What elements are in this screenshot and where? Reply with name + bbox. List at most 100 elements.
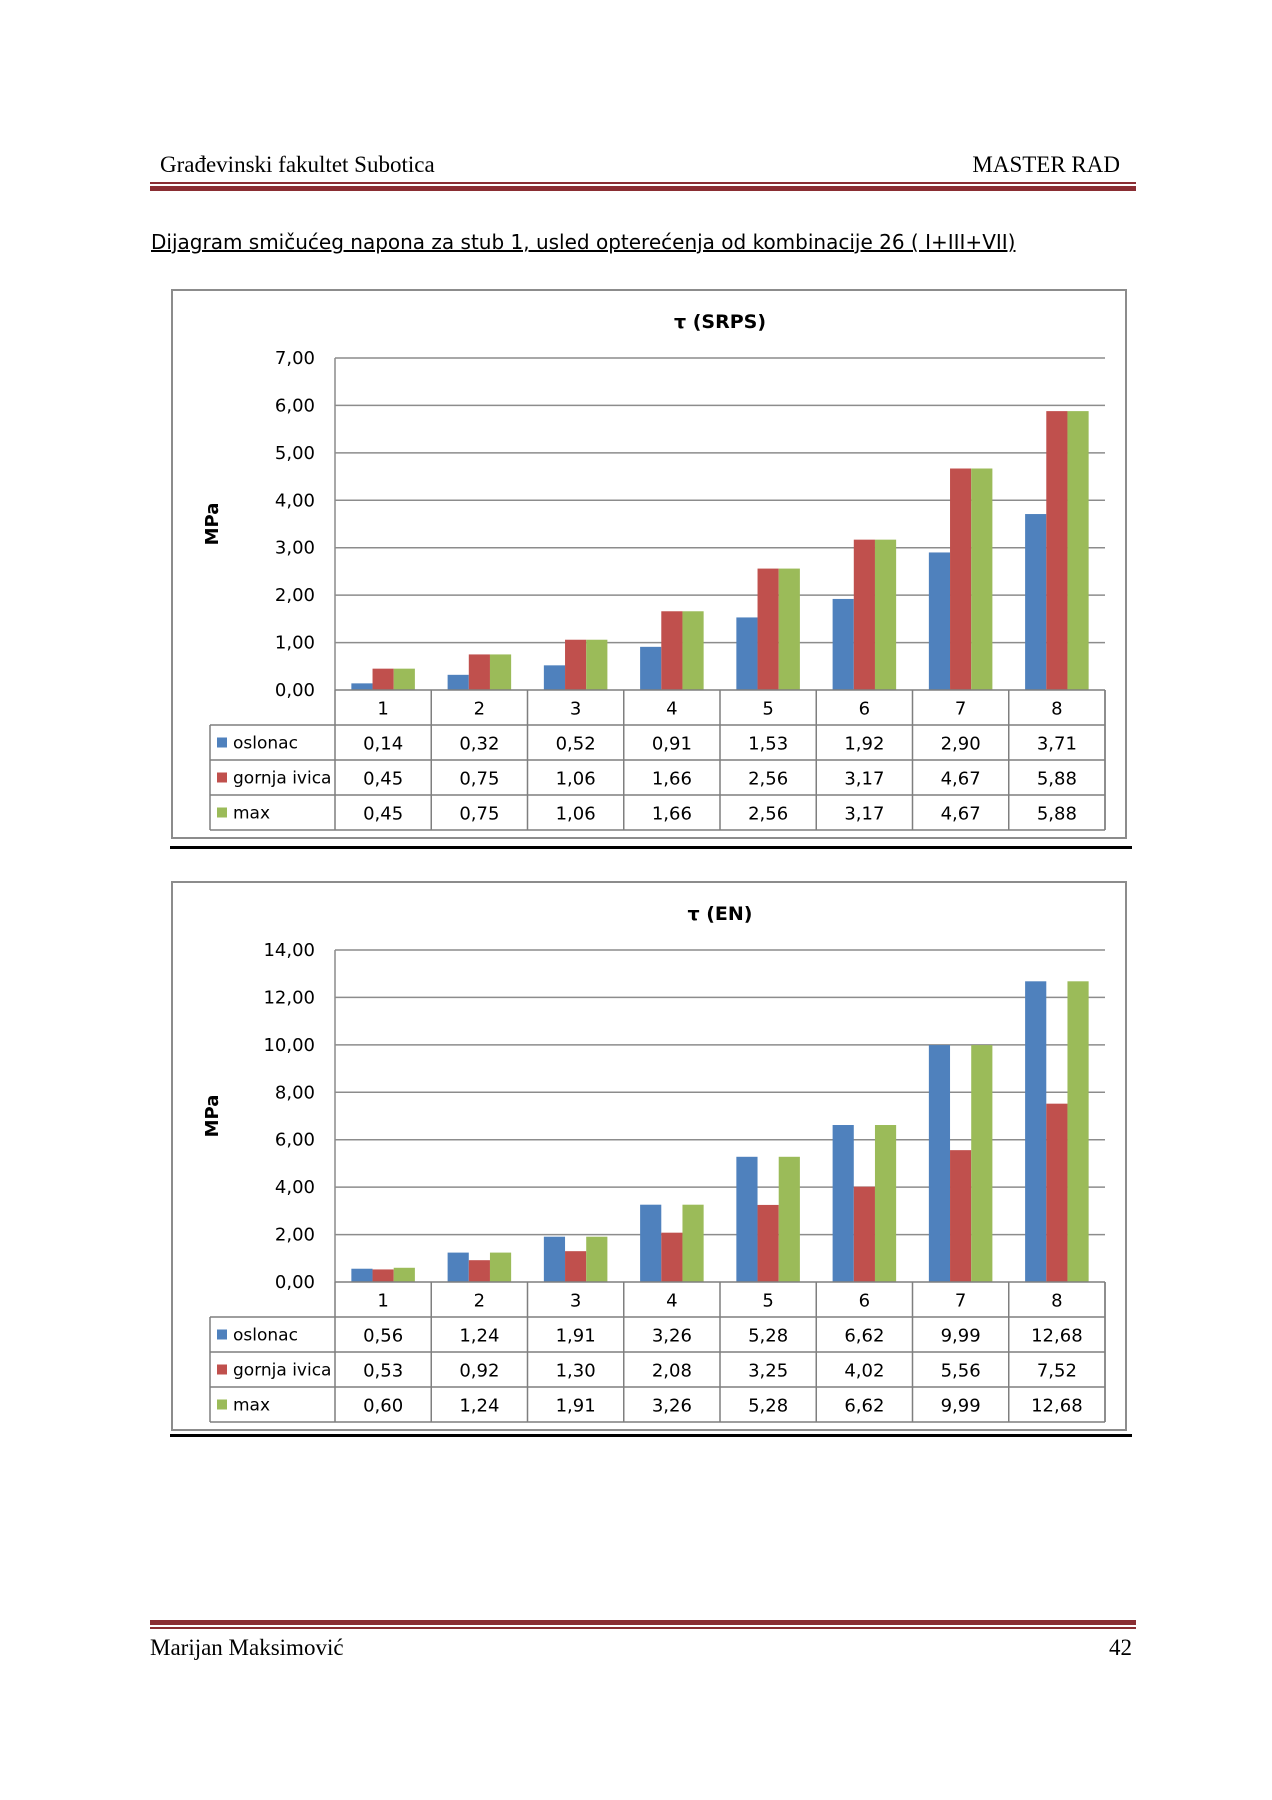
bar-oslonac-7	[928, 1045, 951, 1282]
legend-label: gornja ivica	[233, 1361, 331, 1381]
legend-label: oslonac	[233, 734, 298, 754]
bar-gornja-ivica-8	[1046, 1103, 1068, 1282]
header-document-type: MASTER RAD	[972, 152, 1120, 177]
bar-oslonac-4	[640, 1204, 662, 1282]
data-value-label: 1,91	[556, 1396, 596, 1417]
bar-max-3	[586, 639, 608, 690]
bar-oslonac-3	[543, 665, 566, 690]
bar-gornja-ivica-3	[565, 1251, 587, 1282]
bar-max-6	[874, 1125, 897, 1282]
legend-swatch-oslonac	[217, 737, 227, 748]
bar-oslonac-4	[640, 646, 662, 690]
page-number: 42	[1109, 1635, 1132, 1660]
data-value-label: 0,52	[556, 734, 596, 755]
data-value-label: 4,67	[941, 769, 981, 790]
category-label: 1	[377, 1291, 388, 1312]
data-value-label: 5,88	[1037, 769, 1077, 790]
data-value-label: 0,75	[459, 769, 499, 790]
bar-oslonac-7	[928, 552, 951, 690]
category-label: 8	[1051, 699, 1062, 720]
y-tick-label: 4,00	[275, 1177, 315, 1198]
y-tick-label: 8,00	[275, 1082, 315, 1103]
footer-author: Marijan Maksimović	[150, 1635, 344, 1660]
chart-en: τ (EN) MPa 0,00 2,00 4,00 6,00 8,00 10,00 12,00 1…	[170, 880, 1130, 1432]
bar-max-6	[874, 539, 897, 690]
data-value-label: 0,14	[363, 734, 403, 755]
data-value-label: 4,02	[844, 1361, 884, 1382]
y-axis-label: MPa	[202, 503, 223, 546]
data-value-label: 1,24	[459, 1396, 499, 1417]
bar-max-1	[393, 1267, 415, 1282]
category-label: 5	[762, 1291, 773, 1312]
bar-max-5	[778, 568, 800, 690]
chart-en-svg: τ (EN) MPa 0,00 2,00 4,00 6,00 8,00 10,00 12,00 1…	[171, 881, 1127, 1431]
y-tick-label: 14,00	[263, 940, 315, 961]
bar-gornja-ivica-6	[853, 1186, 875, 1282]
category-label: 5	[762, 699, 773, 720]
data-value-label: 0,53	[363, 1361, 403, 1382]
bar-gornja-ivica-4	[661, 611, 683, 690]
data-value-label: 1,92	[844, 734, 884, 755]
data-value-label: 6,62	[844, 1326, 884, 1347]
data-value-label: 1,66	[652, 804, 692, 825]
bar-max-2	[489, 1252, 512, 1282]
bar-oslonac-3	[543, 1236, 566, 1282]
category-label: 3	[570, 699, 581, 720]
chart-srps: τ (SRPS) MPa 0,00 1,00 2,00 3,00 4,00 5,00 6,00 7…	[170, 288, 1130, 840]
category-label: 4	[666, 1291, 677, 1312]
data-value-label: 1,30	[556, 1361, 596, 1382]
data-value-label: 0,75	[459, 804, 499, 825]
bar-gornja-ivica-4	[661, 1232, 683, 1282]
bar-gornja-ivica-2	[468, 654, 490, 690]
data-value-label: 2,90	[941, 734, 981, 755]
legend-swatch-max	[217, 807, 227, 818]
legend-swatch-oslonac	[217, 1329, 227, 1340]
bar-max-7	[971, 1045, 993, 1282]
y-tick-label: 1,00	[275, 633, 315, 654]
bar-oslonac-5	[736, 1156, 758, 1282]
bar-oslonac-1	[351, 1268, 373, 1282]
bar-max-7	[971, 468, 993, 690]
legend-label: max	[233, 1396, 270, 1416]
chart-srps-baseline-rule	[170, 846, 1132, 849]
bar-gornja-ivica-1	[372, 668, 394, 690]
bar-oslonac-8	[1025, 514, 1047, 690]
y-tick-label: 2,00	[275, 1225, 315, 1246]
legend-swatch-gornja-ivica	[217, 1364, 227, 1375]
legend-swatch-gornja-ivica	[217, 772, 227, 783]
y-tick-label: 6,00	[275, 395, 315, 416]
bar-oslonac-6	[832, 598, 854, 690]
header-rule-thin	[150, 182, 1136, 184]
bar-oslonac-1	[351, 683, 373, 690]
y-tick-label: 10,00	[263, 1035, 315, 1056]
bar-max-4	[682, 1204, 704, 1282]
data-value-label: 0,32	[459, 734, 499, 755]
y-tick-label: 0,00	[275, 1272, 315, 1293]
data-value-label: 2,56	[748, 769, 788, 790]
data-value-label: 3,17	[844, 769, 884, 790]
data-value-label: 4,67	[941, 804, 981, 825]
bar-oslonac-2	[447, 1252, 469, 1282]
data-value-label: 5,28	[748, 1396, 788, 1417]
bar-gornja-ivica-1	[372, 1269, 394, 1282]
y-tick-label: 5,00	[275, 443, 315, 464]
category-label: 7	[955, 1291, 966, 1312]
data-value-label: 0,60	[363, 1396, 403, 1417]
data-value-label: 3,26	[652, 1326, 692, 1347]
footer-rule-thick	[150, 1620, 1136, 1625]
legend-swatch-max	[217, 1399, 227, 1410]
category-label: 2	[474, 699, 485, 720]
bar-max-4	[682, 611, 704, 690]
legend-label: max	[233, 804, 270, 824]
legend-label: gornja ivica	[233, 769, 331, 789]
y-tick-label: 2,00	[275, 585, 315, 606]
bar-max-1	[393, 668, 415, 690]
bar-gornja-ivica-8	[1046, 411, 1068, 690]
bar-max-8	[1067, 981, 1089, 1282]
data-value-label: 1,53	[748, 734, 788, 755]
data-value-label: 1,06	[556, 769, 596, 790]
data-value-label: 1,06	[556, 804, 596, 825]
legend-label: oslonac	[233, 1326, 298, 1346]
data-value-label: 5,56	[941, 1361, 981, 1382]
bar-oslonac-6	[832, 1125, 854, 1282]
